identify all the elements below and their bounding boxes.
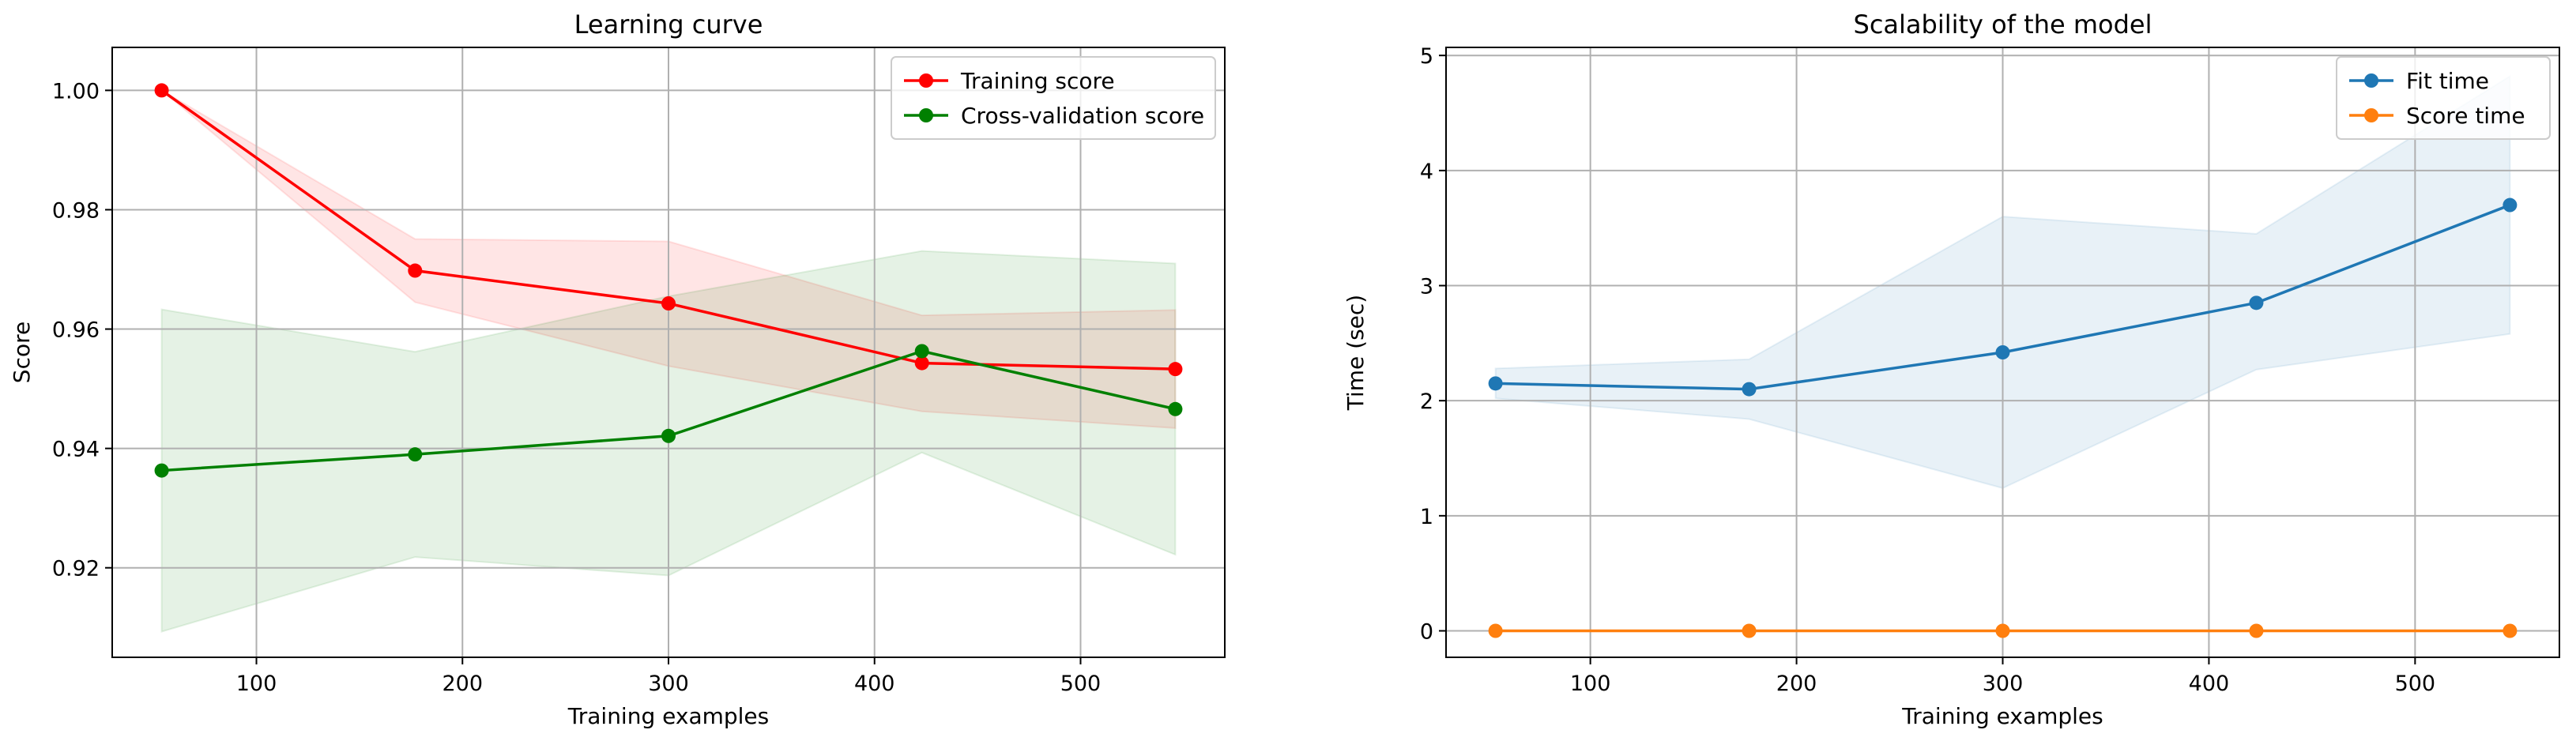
scalability-xlabel: Training examples: [1901, 703, 2103, 729]
learning-curve-ticks: 100 200 300 400 500 0.92 0.94 0.96 0.98 1.00: [52, 79, 1101, 696]
scalability-legend-box: [2336, 56, 2551, 140]
scalability-title: Scalability of the model: [1854, 9, 2152, 40]
scalability-xtick-label-1: 200: [1776, 672, 1817, 696]
learning-curve-point-0-3: [914, 356, 929, 371]
learning-curve-legend-marker-0: [919, 73, 933, 88]
learning-curve-point-1-2: [661, 428, 676, 443]
learning-curve-xtick-label-4: 500: [1060, 672, 1102, 696]
learning-curve-ytick-label-3: 0.98: [52, 198, 100, 223]
scalability-ylabel: Time (sec): [1343, 295, 1369, 411]
learning-curve-point-0-4: [1168, 362, 1183, 377]
scalability-legend-marker-0: [2364, 73, 2378, 88]
learning-curve-point-1-0: [154, 463, 169, 478]
learning-curve-legend-marker-1: [919, 108, 933, 122]
learning-curve-legend-label-0: Training score: [960, 68, 1115, 94]
scalability-point-1-4: [2503, 623, 2518, 638]
learning-curve-xtick-label-2: 300: [648, 672, 689, 696]
scalability-ytick-label-2: 2: [1420, 389, 1433, 414]
learning-curve-xtick-label-1: 200: [442, 672, 483, 696]
learning-curve-point-1-1: [408, 447, 423, 462]
scalability-legend-marker-1: [2364, 108, 2378, 122]
scalability-xtick-label-3: 400: [2189, 672, 2230, 696]
learning-curve-point-0-1: [408, 263, 423, 278]
scalability-ytick-label-0: 0: [1420, 619, 1433, 644]
learning-curve-title: Learning curve: [574, 9, 763, 40]
learning-curve-lines: [154, 83, 1183, 478]
scalability-ytick-label-5: 5: [1420, 44, 1433, 69]
scalability-point-0-2: [1995, 345, 2010, 359]
scalability-point-1-3: [2249, 623, 2264, 638]
scalability-point-0-1: [1742, 382, 1757, 397]
learning-curve-legend: Training score Cross-validation score: [891, 56, 1216, 140]
scalability-point-1-2: [1995, 623, 2010, 638]
scalability-ytick-label-1: 1: [1420, 505, 1433, 529]
scalability-point-1-0: [1488, 623, 1503, 638]
learning-curve-point-0-0: [154, 83, 169, 98]
learning-curve-xtick-label-3: 400: [854, 672, 895, 696]
learning-curve-ytick-label-2: 0.96: [52, 318, 100, 343]
learning-curve-ytick-label-4: 1.00: [52, 79, 100, 103]
scalability-chart: 100 200 300 400 500 0 1 2 3 4 5 Scalability of the…: [1343, 9, 2560, 729]
scalability-ticks: 100 200 300 400 500 0 1 2 3 4 5: [1420, 44, 2435, 696]
learning-curve-point-1-4: [1168, 401, 1183, 416]
learning-curve-chart: 100 200 300 400 500 0.92 0.94 0.96 0.98 1.00 Lear…: [9, 9, 1226, 729]
scalability-xtick-label-0: 100: [1570, 672, 1611, 696]
scalability-point-0-4: [2503, 198, 2518, 213]
learning-curve-legend-box: [891, 56, 1216, 140]
learning-curve-point-0-2: [661, 296, 676, 311]
scalability-ytick-label-4: 4: [1420, 160, 1433, 184]
scalability-point-0-0: [1488, 376, 1503, 391]
learning-curve-point-1-3: [914, 344, 929, 359]
scalability-legend-label-1: Score time: [2406, 103, 2525, 129]
learning-curve-plot-frame: [111, 47, 1226, 658]
scalability-plot-frame: [1445, 47, 2560, 658]
learning-curve-xtick-label-0: 100: [236, 672, 277, 696]
scalability-xtick-label-4: 500: [2395, 672, 2436, 696]
scalability-xtick-label-2: 300: [1983, 672, 2024, 696]
scalability-lines: [1488, 198, 2518, 638]
scalability-legend: Fit time Score time: [2336, 56, 2551, 140]
learning-curve-ytick-label-0: 0.92: [52, 557, 100, 581]
scalability-legend-label-0: Fit time: [2406, 68, 2489, 94]
learning-curve-ytick-label-1: 0.94: [52, 438, 100, 462]
scalability-ytick-label-3: 3: [1420, 275, 1433, 299]
learning-curve-ylabel: Score: [9, 322, 35, 383]
learning-curve-xlabel: Training examples: [567, 703, 770, 729]
learning-curve-legend-label-1: Cross-validation score: [961, 103, 1204, 129]
scalability-point-0-3: [2249, 295, 2264, 310]
scalability-point-1-1: [1742, 623, 1757, 638]
